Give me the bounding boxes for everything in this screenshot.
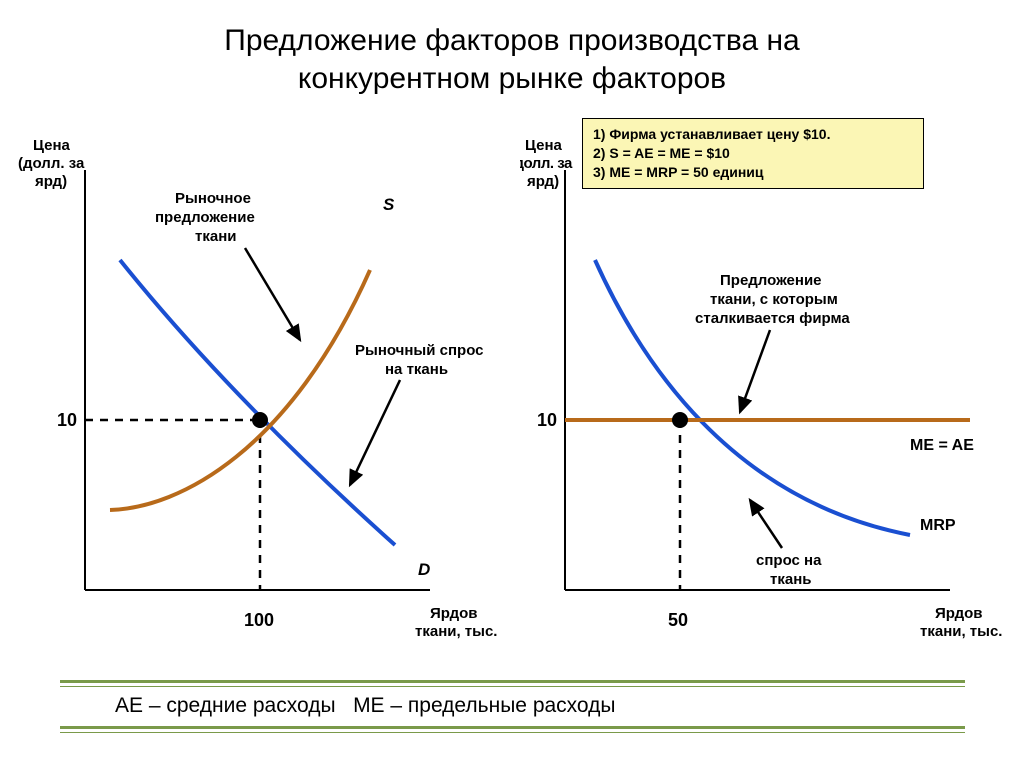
l-ytick: 10 [57, 410, 77, 430]
r-mrp: MRP [920, 517, 956, 534]
r-xlab2: ткани, тыс. [920, 623, 1002, 640]
title-line2: конкурентном рынке факторов [298, 62, 726, 95]
right-chart: Цена (долл. за ярд) Предложение ткани, с… [520, 130, 1020, 660]
l-xtick: 100 [244, 610, 274, 631]
l-ylab2: (долл. за [18, 155, 85, 172]
r-xlab1: Ярдов [935, 605, 982, 622]
divider-top [60, 680, 965, 687]
footer-me: ME – предельные расходы [353, 694, 615, 717]
charts-area: 1) Фирма устанавливает цену $10. 2) S = … [0, 130, 1024, 660]
left-chart: Цена (долл. за ярд) Рыночное предложение… [0, 130, 520, 660]
l-xlab2: ткани, тыс. [415, 623, 497, 640]
l-xlab1: Ярдов [430, 605, 477, 622]
r-ytick: 10 [537, 410, 557, 430]
l-slab3: ткани [195, 228, 236, 245]
l-slab2: предложение [155, 209, 255, 226]
r-ylab2: (долл. за [520, 155, 573, 172]
footer-ae: AE – средние расходы [115, 694, 336, 717]
r-slab2: ткани, с которым [710, 291, 838, 308]
r-ylab3: ярд) [527, 173, 559, 190]
l-ylab3: ярд) [35, 173, 67, 190]
r-meae: ME = AE [910, 437, 974, 454]
l-dlab1: Рыночный спрос [355, 342, 484, 359]
divider-bottom [60, 726, 965, 733]
l-slab1: Рыночное [175, 190, 251, 207]
title-line1: Предложение факторов производства на [224, 24, 800, 57]
l-S: S [383, 195, 395, 214]
l-D: D [418, 560, 430, 579]
r-dlab2: ткань [770, 571, 811, 588]
r-slab1: Предложение [720, 272, 822, 289]
r-slab3: сталкивается фирма [695, 310, 850, 327]
l-ylab1: Цена [33, 137, 71, 154]
r-ylab1: Цена [525, 137, 563, 154]
l-dlab2: на ткань [385, 361, 448, 378]
r-xtick: 50 [668, 610, 688, 631]
r-dlab1: спрос на [756, 552, 822, 569]
